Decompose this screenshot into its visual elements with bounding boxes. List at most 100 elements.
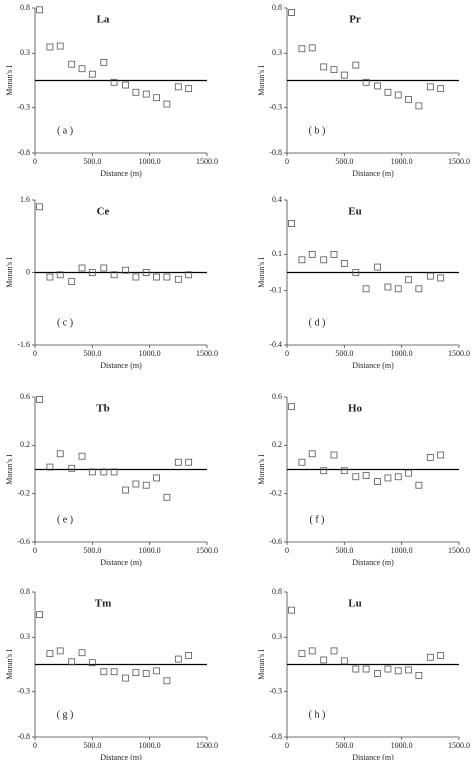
marker <box>340 657 348 665</box>
marker <box>185 85 193 93</box>
x-axis-label: Distance (m) <box>352 169 394 178</box>
marker <box>374 670 381 677</box>
marker <box>36 611 43 619</box>
marker <box>122 486 129 494</box>
marker <box>153 474 160 482</box>
marker <box>88 659 96 667</box>
x-tick-label: 0 <box>33 741 37 750</box>
x-tick-label: 1000.0 <box>139 741 161 750</box>
y-tick-label: -0.8 <box>269 148 282 157</box>
marker <box>56 647 64 655</box>
marker <box>298 650 306 658</box>
marker <box>78 452 86 460</box>
panel-label: ( g ) <box>57 709 74 720</box>
marker <box>374 263 381 271</box>
x-tick-label: 1500.0 <box>448 546 470 555</box>
marker <box>122 81 129 89</box>
marker <box>132 669 140 677</box>
y-tick-label: 0 <box>26 267 30 276</box>
y-tick-label: 0.2 <box>272 440 282 449</box>
marker <box>174 655 182 663</box>
marker <box>330 451 338 459</box>
marker <box>88 269 96 276</box>
marker <box>288 403 295 411</box>
marker <box>110 271 118 279</box>
y-axis-label: Moran's I <box>257 257 266 288</box>
x-tick-label: 1500.0 <box>196 546 218 555</box>
marker <box>163 677 171 685</box>
marker <box>426 272 434 280</box>
marker <box>100 58 108 66</box>
x-axis-label: Distance (m) <box>352 361 394 370</box>
y-axis-label: Moran's I <box>257 65 266 96</box>
marker <box>405 469 412 477</box>
x-axis-label: Distance (m) <box>100 169 142 178</box>
x-axis-label: Distance (m) <box>100 753 142 760</box>
marker <box>288 9 295 16</box>
marker <box>110 468 118 476</box>
marker <box>394 667 402 675</box>
y-tick-label: 0.3 <box>272 48 282 57</box>
marker <box>374 82 381 90</box>
x-tick-label: 1500.0 <box>196 157 218 166</box>
marker <box>362 285 370 293</box>
y-tick-label: -0.3 <box>269 103 282 112</box>
panel-label: ( b ) <box>309 125 326 136</box>
marker <box>185 652 193 659</box>
marker <box>153 273 160 281</box>
marker <box>68 60 76 68</box>
marker <box>88 70 96 78</box>
marker <box>100 264 108 272</box>
marker <box>142 90 150 98</box>
marker <box>384 283 392 291</box>
y-tick-label: 0.4 <box>272 195 282 204</box>
x-tick-label: 1000.0 <box>391 741 413 750</box>
x-tick-label: 500.0 <box>335 546 353 555</box>
marker <box>163 273 171 281</box>
y-tick-label: 0.6 <box>20 392 30 401</box>
marker <box>174 458 182 466</box>
marker <box>163 100 171 108</box>
marker <box>340 467 348 475</box>
x-tick-label: 1000.0 <box>391 546 413 555</box>
marker <box>384 665 392 673</box>
x-tick-label: 1500.0 <box>196 349 218 358</box>
marker <box>153 667 160 675</box>
marker <box>308 647 316 655</box>
y-tick-label: 0.2 <box>20 440 30 449</box>
marker <box>36 396 43 403</box>
marker <box>298 256 306 264</box>
marker <box>68 464 76 472</box>
marker <box>308 250 316 258</box>
marker <box>122 266 129 274</box>
marker <box>46 650 54 658</box>
marker <box>405 666 412 674</box>
marker <box>330 66 338 74</box>
y-tick-label: -1.6 <box>17 340 30 349</box>
marker <box>437 274 445 282</box>
marker <box>46 463 54 471</box>
marker <box>320 467 328 475</box>
marker <box>36 203 43 211</box>
panel-title: Ce <box>97 206 110 218</box>
marker <box>68 658 76 666</box>
marker <box>362 78 370 86</box>
panel-title: Tm <box>95 598 112 610</box>
x-tick-label: 1000.0 <box>391 157 413 166</box>
x-tick-label: 0 <box>285 157 289 166</box>
marker <box>320 63 328 71</box>
marker <box>415 285 423 293</box>
marker <box>298 458 306 466</box>
y-tick-label: 0.8 <box>20 587 30 596</box>
marker <box>100 468 108 476</box>
panel-label: ( h ) <box>309 709 326 720</box>
x-tick-label: 1000.0 <box>139 546 161 555</box>
y-axis-label: Moran's I <box>5 454 14 485</box>
y-tick-label: 0.8 <box>272 3 282 12</box>
marker <box>394 285 402 293</box>
y-tick-label: -0.3 <box>17 103 30 112</box>
marker <box>352 665 360 673</box>
marker <box>308 450 316 458</box>
marker <box>56 271 64 279</box>
marker <box>394 91 402 99</box>
